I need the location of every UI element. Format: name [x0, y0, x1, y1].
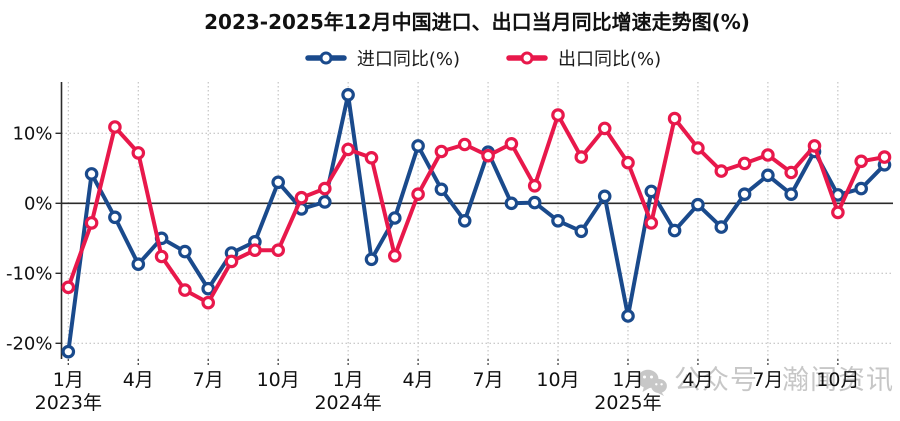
exports-data-point[interactable]: [737, 156, 752, 171]
imports-data-point[interactable]: [84, 167, 99, 181]
x-tick-label: 1月: [612, 369, 643, 391]
imports-data-point[interactable]: [597, 189, 612, 204]
exports-data-point[interactable]: [877, 150, 892, 164]
imports-data-point[interactable]: [621, 309, 635, 323]
y-tick-label: 10%: [12, 123, 52, 144]
exports-data-point[interactable]: [131, 146, 146, 160]
legend-label-exports: 出口同比(%): [558, 49, 662, 70]
x-tick-label: 1月: [333, 369, 364, 391]
imports-data-point[interactable]: [691, 197, 705, 212]
exports-data-point[interactable]: [644, 216, 659, 230]
exports-data-point[interactable]: [457, 137, 472, 152]
imports-data-point[interactable]: [341, 88, 355, 102]
x-tick-label: 7月: [193, 369, 224, 391]
y-tick-label: 0%: [24, 193, 53, 214]
imports-data-point[interactable]: [108, 210, 122, 225]
exports-data-point[interactable]: [411, 187, 425, 201]
exports-data-point[interactable]: [434, 144, 449, 159]
y-tick-label: -10%: [6, 263, 53, 284]
exports-data-point[interactable]: [784, 165, 798, 180]
exports-data-point[interactable]: [317, 181, 332, 196]
exports-data-point[interactable]: [714, 164, 729, 178]
exports-data-point[interactable]: [341, 142, 355, 157]
legend-item-exports[interactable]: 出口同比(%): [506, 45, 661, 71]
x-tick-label: 7月: [752, 369, 783, 391]
imports-data-point[interactable]: [761, 168, 775, 183]
imports-data-point[interactable]: [527, 195, 542, 210]
year-label: 2023年: [35, 392, 102, 414]
x-tick-label: 10月: [257, 369, 300, 391]
imports-data-point[interactable]: [667, 223, 682, 238]
legend-label-imports: 进口同比(%): [356, 49, 460, 70]
x-tick-label: 1月: [53, 369, 84, 391]
imports-data-point[interactable]: [434, 182, 449, 197]
exports-data-point[interactable]: [504, 137, 519, 151]
imports-line-swatch: [305, 51, 347, 65]
x-tick-label: 4月: [123, 369, 154, 391]
exports-data-point[interactable]: [574, 150, 589, 164]
exports-data-point[interactable]: [201, 295, 215, 310]
chart-title: 2023-2025年12月中国进口、出口当月同比增速走势图(%): [204, 10, 750, 34]
legend-item-imports[interactable]: 进口同比(%): [305, 45, 460, 71]
x-tick-label: 7月: [473, 369, 504, 391]
imports-data-point[interactable]: [201, 281, 215, 296]
exports-data-point[interactable]: [387, 249, 402, 263]
x-tick-label: 10月: [816, 369, 859, 391]
exports-data-point[interactable]: [178, 283, 192, 297]
exports-data-point[interactable]: [84, 216, 99, 230]
exports-data-point[interactable]: [364, 151, 379, 165]
wechat-icon: [637, 369, 667, 396]
imports-data-point[interactable]: [271, 175, 285, 190]
watermark-brand-text: 瀚闻资讯: [782, 365, 894, 396]
exports-data-point[interactable]: [807, 139, 822, 153]
imports-data-point[interactable]: [61, 344, 76, 359]
imports-data-point[interactable]: [737, 187, 752, 201]
exports-data-point[interactable]: [761, 148, 775, 162]
exports-data-point[interactable]: [248, 243, 262, 257]
exports-data-point[interactable]: [831, 205, 845, 220]
imports-data-point[interactable]: [411, 139, 425, 153]
imports-data-point[interactable]: [574, 224, 589, 239]
exports-data-point[interactable]: [691, 141, 705, 155]
x-tick-label: 4月: [682, 369, 713, 391]
exports-data-point[interactable]: [527, 179, 542, 193]
imports-data-point[interactable]: [551, 214, 565, 228]
exports-data-point[interactable]: [854, 154, 868, 169]
year-label: 2025年: [594, 392, 661, 414]
imports-data-point[interactable]: [504, 196, 519, 211]
exports-line-swatch: [506, 51, 548, 65]
imports-data-point[interactable]: [714, 220, 729, 234]
y-tick-label: -20%: [6, 333, 53, 354]
exports-data-point[interactable]: [551, 108, 565, 122]
imports-data-point[interactable]: [317, 195, 332, 209]
exports-data-point[interactable]: [271, 243, 285, 257]
imports-data-point[interactable]: [457, 214, 472, 228]
imports-data-point[interactable]: [364, 252, 379, 267]
imports-data-point[interactable]: [854, 181, 868, 196]
imports-data-point[interactable]: [131, 257, 146, 271]
x-tick-label: 10月: [536, 369, 579, 391]
chart-legend: 进口同比(%) 出口同比(%): [0, 45, 900, 71]
exports-data-point[interactable]: [481, 148, 495, 163]
exports-data-point[interactable]: [667, 111, 682, 126]
imports-data-point[interactable]: [784, 187, 798, 201]
exports-data-point[interactable]: [621, 155, 635, 170]
x-tick-label: 4月: [403, 369, 434, 391]
year-label: 2024年: [314, 392, 381, 414]
exports-data-point[interactable]: [224, 254, 239, 269]
exports-line: [66, 113, 887, 305]
watermark: 公众号 瀚闻资讯: [637, 367, 894, 396]
exports-data-point[interactable]: [61, 280, 76, 295]
imports-data-point[interactable]: [644, 184, 659, 199]
exports-data-point[interactable]: [294, 190, 309, 205]
exports-data-point[interactable]: [597, 121, 612, 136]
watermark-account-text: 公众号: [674, 365, 758, 396]
exports-data-point[interactable]: [154, 249, 169, 264]
imports-data-point[interactable]: [178, 244, 192, 259]
exports-data-point[interactable]: [108, 120, 122, 134]
imports-data-point[interactable]: [387, 211, 402, 225]
